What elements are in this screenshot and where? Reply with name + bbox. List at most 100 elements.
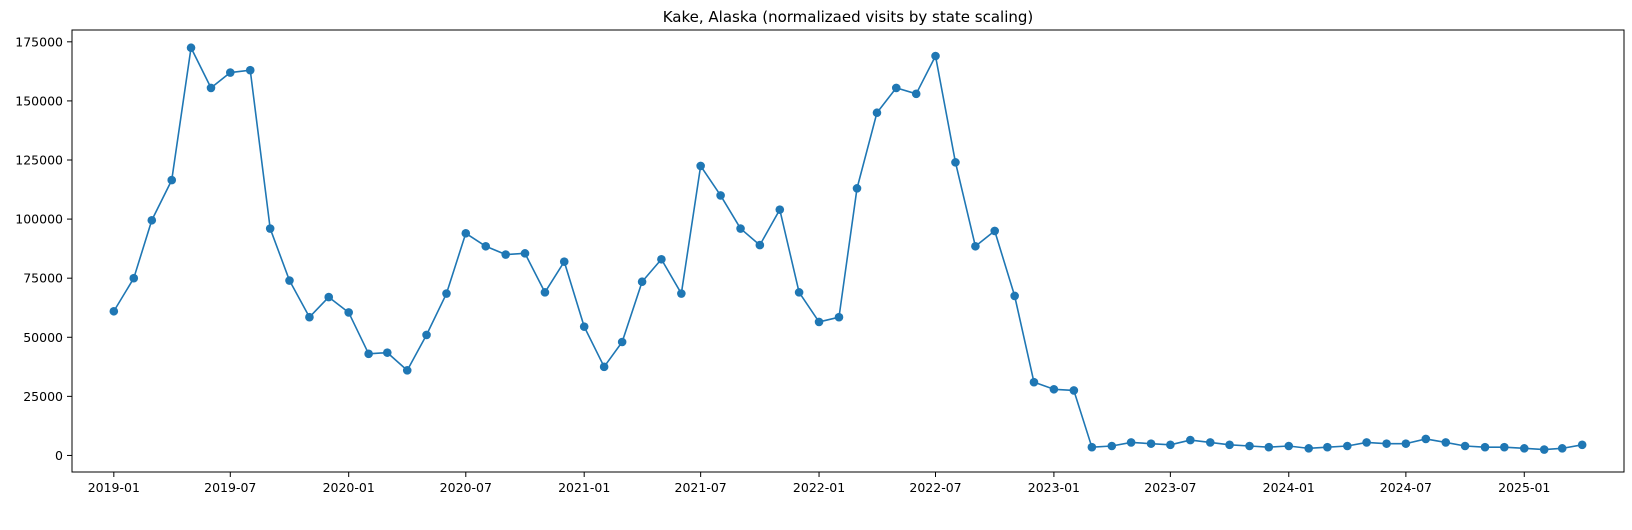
data-point xyxy=(891,83,901,93)
data-point xyxy=(872,108,882,118)
data-point xyxy=(971,241,980,251)
data-point xyxy=(1126,438,1136,447)
data-point xyxy=(1186,435,1195,445)
data-point xyxy=(1500,442,1509,452)
data-point xyxy=(344,308,353,317)
data-point xyxy=(1460,441,1470,451)
data-point xyxy=(1577,440,1587,450)
data-point xyxy=(1557,444,1567,453)
data-point xyxy=(677,289,686,298)
data-point xyxy=(442,289,451,298)
data-point xyxy=(1519,444,1529,453)
y-tick-label: 75000 xyxy=(23,271,63,286)
data-point xyxy=(1362,438,1371,447)
x-tick-label: 2019-01 xyxy=(88,480,140,495)
data-point xyxy=(755,240,765,250)
data-point xyxy=(520,249,530,258)
data-point xyxy=(559,257,569,266)
data-point xyxy=(461,228,471,238)
data-point xyxy=(657,254,666,264)
x-tick-label: 2022-01 xyxy=(793,480,845,495)
data-point xyxy=(1480,442,1490,452)
x-tick-label: 2024-01 xyxy=(1263,480,1315,495)
data-point xyxy=(794,288,804,297)
chart-title: Kake, Alaska (normalizaed visits by stat… xyxy=(663,8,1034,26)
data-point xyxy=(109,306,119,316)
data-point xyxy=(1107,441,1117,451)
data-point xyxy=(1323,442,1332,452)
data-point xyxy=(167,175,177,185)
series-layer xyxy=(109,43,1587,454)
data-point xyxy=(402,366,412,375)
y-axis: 0 25000 50000 75000 100000 125000 150000 175000 xyxy=(15,34,72,463)
data-point xyxy=(147,215,157,225)
x-tick-label: 2021-01 xyxy=(558,480,610,495)
x-tick-label: 2022-07 xyxy=(909,480,961,495)
data-point xyxy=(225,68,235,77)
y-tick-label: 125000 xyxy=(15,153,63,168)
data-point xyxy=(1087,442,1097,452)
data-point xyxy=(1010,291,1019,301)
data-point xyxy=(1401,439,1411,448)
data-point xyxy=(1225,440,1234,450)
data-point xyxy=(1421,434,1431,444)
data-point xyxy=(129,273,139,283)
y-tick-label: 100000 xyxy=(15,212,63,227)
data-point xyxy=(186,43,196,53)
data-point xyxy=(305,312,314,322)
data-point xyxy=(911,89,921,99)
data-point xyxy=(206,83,216,93)
data-point xyxy=(324,292,334,302)
data-point xyxy=(382,348,392,357)
y-tick-label: 150000 xyxy=(15,93,63,108)
x-axis: 2019-01 2019-07 2020-01 2020-07 2021-01 2021-… xyxy=(88,472,1550,495)
data-point xyxy=(637,277,647,287)
x-tick-label: 2020-07 xyxy=(440,480,492,495)
x-tick-label: 2024-07 xyxy=(1380,480,1432,495)
data-point xyxy=(1382,439,1391,448)
data-point xyxy=(1539,445,1549,454)
x-tick-label: 2021-07 xyxy=(675,480,727,495)
y-tick-label: 0 xyxy=(55,448,63,463)
data-point xyxy=(1069,386,1079,395)
data-point xyxy=(617,337,627,347)
data-point xyxy=(736,224,745,233)
data-point xyxy=(579,322,589,331)
data-point xyxy=(599,362,609,372)
data-point xyxy=(265,224,275,233)
data-point xyxy=(1166,440,1175,450)
data-point xyxy=(696,161,705,171)
data-point xyxy=(716,191,725,200)
data-point xyxy=(1049,384,1059,394)
data-point xyxy=(1245,441,1254,451)
data-point xyxy=(1205,438,1215,447)
x-tick-label: 2023-07 xyxy=(1144,480,1196,495)
data-point xyxy=(245,65,255,75)
data-point xyxy=(834,312,844,322)
data-point xyxy=(814,317,824,327)
data-point xyxy=(422,330,431,340)
data-point xyxy=(1284,441,1294,451)
x-tick-label: 2023-01 xyxy=(1028,480,1080,495)
x-tick-label: 2020-01 xyxy=(323,480,375,495)
data-point xyxy=(852,184,862,193)
data-point xyxy=(951,158,960,167)
data-point xyxy=(1304,444,1314,453)
y-tick-label: 25000 xyxy=(23,389,63,404)
data-point xyxy=(990,226,1000,236)
data-point xyxy=(1146,439,1156,448)
data-point xyxy=(481,241,491,251)
data-point xyxy=(1441,438,1451,447)
series-line xyxy=(113,46,1583,451)
x-tick-label: 2019-07 xyxy=(204,480,256,495)
data-point xyxy=(501,250,510,259)
data-point xyxy=(931,51,940,61)
data-point xyxy=(1343,441,1352,451)
data-point xyxy=(1264,442,1274,452)
data-point xyxy=(285,276,294,285)
data-point xyxy=(364,349,373,359)
data-point xyxy=(540,288,550,297)
y-tick-label: 175000 xyxy=(15,34,63,49)
